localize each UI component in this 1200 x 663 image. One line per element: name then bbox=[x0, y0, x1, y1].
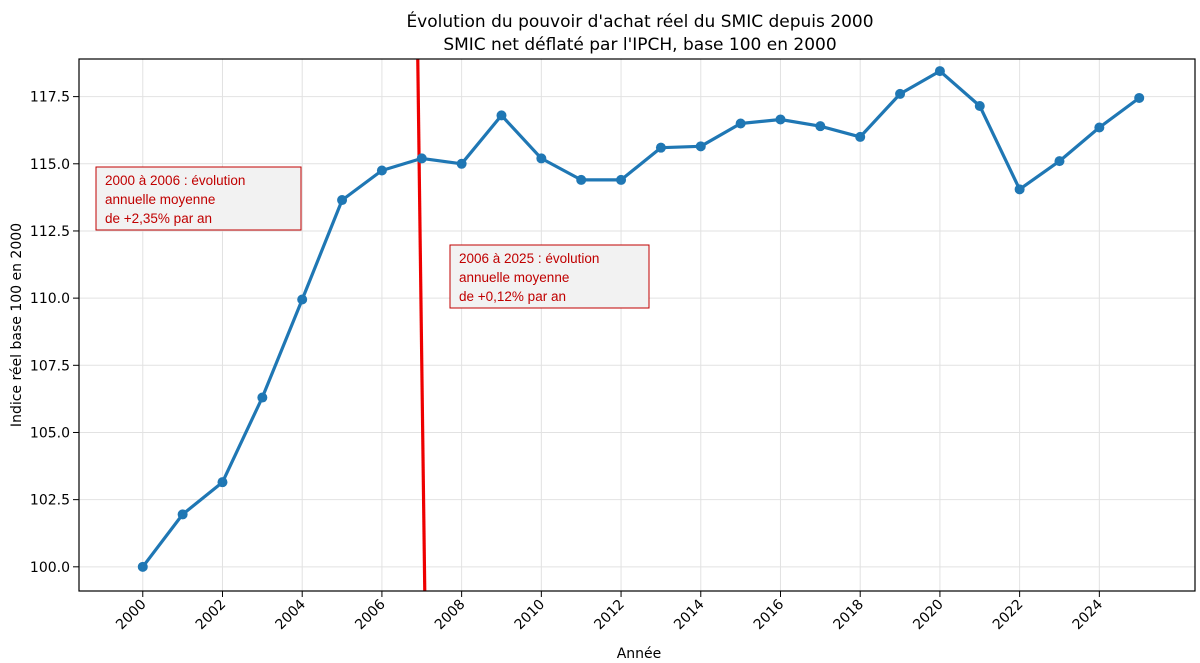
y-tick-label: 100.0 bbox=[30, 560, 70, 576]
x-tick-label: 2014 bbox=[671, 596, 708, 633]
x-tick-label: 2002 bbox=[193, 597, 230, 634]
x-tick-label: 2006 bbox=[352, 596, 389, 633]
series-line bbox=[141, 69, 1141, 568]
reference-vline bbox=[416, 58, 427, 592]
data-point bbox=[616, 174, 627, 185]
x-tick-label: 2024 bbox=[1070, 596, 1107, 633]
data-point bbox=[177, 509, 188, 520]
chart-subtitle: SMIC net déflaté par l'IPCH, base 100 en… bbox=[443, 35, 836, 55]
y-axis: 100.0 102.5 105.0 107.5 110.0 112.5 115.0 117.5 bbox=[30, 90, 79, 576]
data-point bbox=[337, 195, 348, 206]
x-axis-label: Année bbox=[617, 646, 662, 662]
annotation-2-line-2: annuelle moyenne bbox=[459, 270, 569, 285]
data-point bbox=[1094, 122, 1105, 133]
y-tick-label: 115.0 bbox=[30, 157, 70, 173]
data-point bbox=[974, 101, 985, 112]
x-tick-label: 2012 bbox=[591, 597, 628, 634]
series-layer bbox=[137, 66, 1145, 572]
annotation-2-line-3: de +0,12% par an bbox=[459, 289, 566, 304]
data-point bbox=[735, 118, 746, 129]
data-point bbox=[257, 392, 268, 403]
annotation-1-line-1: 2000 à 2006 : évolution bbox=[105, 173, 245, 188]
data-point bbox=[576, 174, 587, 185]
annotation-1-box bbox=[95, 166, 302, 231]
data-point bbox=[1054, 156, 1065, 167]
data-point bbox=[934, 66, 945, 77]
data-point bbox=[655, 142, 666, 153]
y-tick-label: 102.5 bbox=[30, 493, 70, 509]
plot-frame bbox=[78, 58, 1196, 592]
data-point bbox=[456, 158, 467, 169]
data-point bbox=[416, 153, 427, 164]
annotation-2-box bbox=[449, 244, 650, 309]
x-tick-label: 2008 bbox=[432, 597, 469, 634]
y-tick-label: 110.0 bbox=[30, 291, 70, 307]
reference-line-layer bbox=[416, 58, 427, 592]
x-tick-label: 2020 bbox=[910, 597, 947, 634]
y-tick-label: 105.0 bbox=[30, 425, 70, 441]
chart-title: Évolution du pouvoir d'achat réel du SMI… bbox=[406, 10, 873, 32]
data-point bbox=[815, 121, 826, 132]
x-tick-label: 2000 bbox=[113, 597, 150, 634]
data-point bbox=[137, 561, 148, 572]
y-axis-label: Indice réel base 100 en 2000 bbox=[9, 223, 25, 427]
annotation-1-line-3: de +2,35% par an bbox=[105, 211, 212, 226]
y-tick-label: 107.5 bbox=[30, 358, 70, 374]
data-point bbox=[695, 141, 706, 152]
data-point bbox=[297, 294, 308, 305]
x-axis: 2000 2002 2004 2006 2008 2010 2012 2014 2016 2018… bbox=[113, 591, 1106, 633]
data-point bbox=[1014, 184, 1025, 195]
x-tick-label: 2016 bbox=[751, 596, 788, 633]
data-point bbox=[1134, 92, 1145, 103]
data-point bbox=[775, 114, 786, 125]
data-point bbox=[496, 110, 507, 121]
annotation-1: 2000 à 2006 : évolution annuelle moyenne… bbox=[95, 166, 302, 231]
x-tick-label: 2022 bbox=[990, 597, 1027, 634]
data-point bbox=[536, 153, 547, 164]
x-tick-label: 2018 bbox=[831, 597, 868, 634]
x-tick-label: 2004 bbox=[273, 596, 310, 633]
data-point bbox=[895, 88, 906, 99]
data-point bbox=[217, 477, 228, 488]
x-tick-label: 2010 bbox=[512, 597, 549, 634]
y-tick-label: 117.5 bbox=[30, 90, 70, 106]
annotation-2-line-1: 2006 à 2025 : évolution bbox=[459, 251, 599, 266]
grid bbox=[79, 59, 1195, 591]
data-point bbox=[376, 165, 387, 176]
annotation-2: 2006 à 2025 : évolution annuelle moyenne… bbox=[449, 244, 650, 309]
y-tick-label: 112.5 bbox=[30, 224, 70, 240]
data-point bbox=[855, 131, 866, 142]
annotation-1-line-2: annuelle moyenne bbox=[105, 192, 215, 207]
